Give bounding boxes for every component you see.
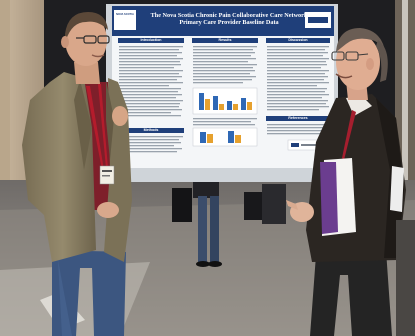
section-label-references: References	[288, 116, 308, 121]
references-text-lines	[267, 124, 329, 135]
discussion-text-lines	[267, 46, 329, 111]
poster-logo-left	[114, 10, 136, 30]
left-man	[22, 12, 132, 336]
section-label-discussion: Discussion	[288, 38, 308, 43]
poster-logo-text: NOVA SCOTIA	[116, 13, 134, 16]
section-header-discussion	[266, 38, 330, 43]
results-text-lines	[193, 46, 257, 84]
right-partition-edge	[402, 0, 408, 200]
introduction-text-lines	[119, 46, 183, 117]
poster-title-line-2: Primary Care Provider Baseline Data	[179, 19, 279, 27]
left-partition-edge	[0, 0, 10, 180]
poster-title-line-1: The Nova Scotia Chronic Pain Collaborati…	[150, 12, 308, 19]
results-chart-2-bars	[200, 131, 241, 143]
section-label-results: Results	[218, 38, 232, 43]
section-label-methods: Methods	[143, 128, 159, 133]
background-person	[193, 182, 222, 267]
poster-logo-right-mark	[308, 17, 328, 23]
methods-text-lines	[119, 136, 183, 153]
background-bag	[172, 188, 192, 222]
right-man	[286, 28, 406, 336]
background-person-right	[396, 220, 415, 336]
section-header-references	[266, 116, 330, 121]
section-header-introduction	[118, 38, 184, 43]
background-case	[244, 192, 262, 220]
section-header-methods	[118, 128, 184, 133]
section-label-introduction: Introduction	[140, 38, 162, 43]
results-text-lines-2	[193, 118, 257, 126]
background-person-2	[262, 184, 286, 224]
poster-title-band	[112, 6, 334, 36]
results-chart-1-bars	[199, 93, 252, 110]
section-header-results	[192, 38, 258, 43]
poster-title: The Nova Scotia Chronic Pain Collaborati…	[136, 12, 322, 26]
